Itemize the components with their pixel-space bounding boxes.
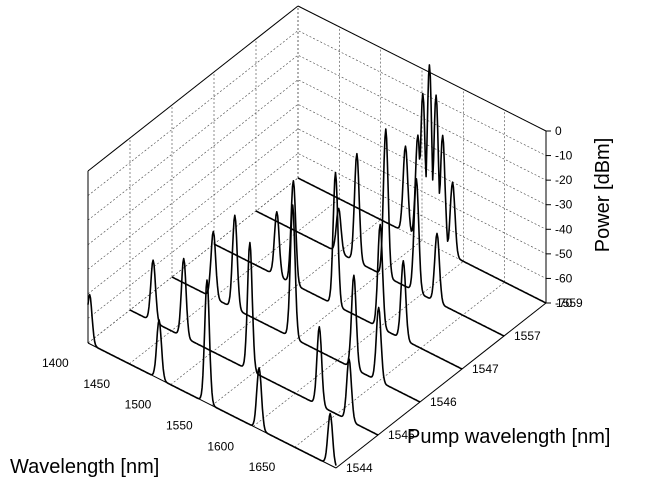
power-gridline — [87, 54, 547, 221]
power-gridline — [87, 5, 547, 172]
spectrum-traces — [87, 64, 547, 466]
spectrum-trace-1557 — [255, 128, 505, 337]
wavelength-tick-label: 1550 — [166, 419, 193, 433]
pump-wavelength-axis-label: Pump wavelength [nm] — [407, 426, 610, 448]
spectrum-trace-1544 — [87, 279, 337, 466]
floor-gridline — [211, 240, 423, 406]
power-gridline — [87, 79, 547, 245]
power-gridline — [87, 177, 547, 344]
pump-wavelength-tick-label: 1559 — [556, 296, 583, 310]
wavelength-tick-label: 1400 — [42, 356, 69, 370]
wavelength-tick-labels: 1400145015001550160016501700 — [42, 356, 276, 474]
floor-gridline — [170, 219, 381, 385]
wavelength-axis-label: Wavelength [nm] — [10, 456, 159, 478]
spectrum-trace-1546 — [171, 204, 421, 403]
pump-wavelength-tick-label: 1544 — [346, 461, 373, 475]
pump-wavelength-tick-label: 1546 — [430, 395, 457, 409]
pump-wavelength-tick-labels: 1544 1545 1546 1547 1557 1559 — [346, 296, 583, 475]
power-tick-label: -70 — [555, 296, 573, 310]
chart-frame — [87, 5, 547, 469]
spectrum-trace-1545 — [129, 241, 379, 436]
chart-grid — [87, 5, 547, 469]
power-tick-label: -60 — [555, 271, 573, 285]
pump-wavelength-tick-label: 1545 — [388, 428, 415, 442]
pump-wavelength-tick-label: 1547 — [472, 362, 499, 376]
power-tick-label: -10 — [555, 149, 573, 163]
power-tick-label: 0 — [555, 124, 562, 138]
power-tick-labels: -70 -60 -50 -40 -30 -20 -10 0 — [546, 124, 573, 310]
frame-edge — [335, 302, 547, 469]
power-tick-label: -20 — [555, 173, 573, 187]
power-tick-label: -30 — [555, 198, 573, 212]
pump-wavelength-tick-label: 1557 — [514, 329, 541, 343]
wavelength-tick-label: 1500 — [125, 398, 152, 412]
wavelength-tick-label: 1650 — [249, 460, 276, 474]
power-tick-label: -40 — [555, 222, 573, 236]
wavelength-tick-label: 1450 — [83, 377, 110, 391]
floor-gridline — [87, 177, 299, 344]
spectrum-trace-1559 — [297, 64, 547, 304]
frame-edge — [87, 5, 299, 172]
spectrum-trace-1547 — [213, 171, 463, 370]
wavelength-tick-label: 1600 — [207, 439, 234, 453]
frame-edge — [297, 5, 547, 132]
power-tick-label: -50 — [555, 247, 573, 261]
power-gridline — [87, 30, 547, 196]
power-axis-label: Power [dBm] — [592, 138, 614, 252]
floor-gridline — [129, 198, 340, 365]
